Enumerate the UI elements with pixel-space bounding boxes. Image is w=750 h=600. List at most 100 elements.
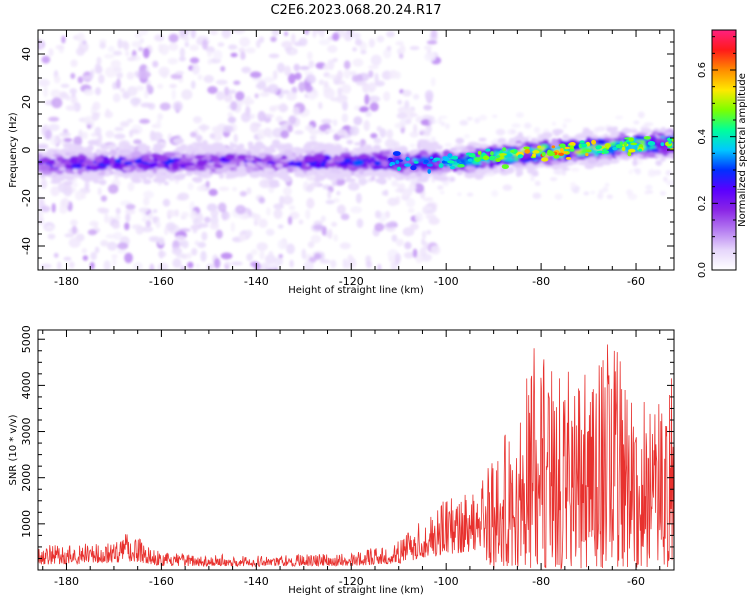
noise-blob [141, 216, 148, 223]
noise-blob [179, 47, 186, 58]
y-tick-label: 0 [20, 147, 33, 154]
noise-blob [440, 121, 446, 127]
noise-blob [421, 230, 427, 240]
noise-blob [224, 86, 230, 96]
noise-blob [181, 211, 189, 218]
band-cell [122, 167, 131, 171]
noise-blob [200, 250, 207, 262]
noise-blob [65, 105, 77, 111]
band-cell [154, 150, 165, 154]
noise-blob [48, 116, 60, 122]
figure-title: C2E6.2023.068.20.24.R17 [270, 3, 441, 18]
noise-blob [43, 86, 49, 98]
noise-blob [68, 261, 75, 269]
band-cell [363, 171, 371, 176]
noise-blob [336, 191, 341, 196]
noise-blob [288, 205, 296, 211]
band-peak [502, 147, 507, 152]
noise-blob [98, 74, 105, 84]
band-cell [455, 137, 465, 144]
noise-blob [174, 235, 187, 240]
noise-blob [215, 229, 223, 239]
noise-blob [333, 234, 338, 242]
band-peak [581, 143, 588, 148]
noise-blob [368, 70, 374, 78]
band-peak [423, 159, 429, 164]
noise-blob [164, 227, 169, 236]
noise-blob [152, 216, 158, 224]
noise-blob [385, 222, 395, 228]
band-peak [449, 165, 456, 170]
band-cell [511, 162, 523, 168]
noise-blob [398, 52, 404, 59]
x-tick-label: -80 [532, 275, 550, 288]
noise-blob [299, 66, 310, 71]
band-cell [229, 171, 240, 178]
noise-blob [412, 248, 418, 258]
x-tick-label: -100 [434, 575, 459, 588]
noise-blob [265, 228, 275, 236]
noise-blob [402, 89, 412, 97]
noise-blob [308, 60, 315, 69]
noise-blob [431, 136, 436, 143]
noise-blob [663, 176, 668, 182]
band-cell [569, 161, 578, 165]
noise-blob [78, 41, 89, 53]
band-cell [49, 159, 56, 165]
noise-blob [374, 210, 382, 219]
noise-blob [230, 100, 238, 111]
noise-blob [320, 215, 326, 222]
noise-blob [227, 116, 237, 124]
noise-blob [41, 55, 51, 64]
band-cell [593, 161, 605, 168]
band-cell [203, 156, 213, 161]
noise-blob [318, 102, 323, 110]
noise-blob [55, 44, 65, 50]
band-cell [372, 144, 382, 152]
band-cell [465, 160, 473, 166]
band-peak [429, 156, 434, 159]
noise-blob [124, 50, 130, 57]
band-cell [431, 153, 442, 159]
noise-blob [369, 102, 379, 112]
band-peak [532, 153, 536, 158]
noise-blob [336, 70, 343, 81]
band-cell [210, 155, 220, 163]
noise-blob [258, 36, 265, 43]
noise-blob [492, 114, 498, 118]
band-cell [258, 144, 267, 149]
noise-blob [190, 210, 198, 220]
noise-blob [70, 72, 76, 80]
colorbar-tick-label: 0.0 [697, 262, 708, 278]
noise-blob [410, 113, 418, 117]
noise-blob [91, 112, 100, 121]
noise-blob [159, 249, 164, 260]
noise-blob [340, 213, 350, 221]
noise-blob [94, 87, 102, 96]
band-cell [354, 151, 361, 156]
noise-blob [82, 40, 87, 45]
noise-blob [143, 197, 150, 206]
band-cell [492, 144, 498, 149]
noise-blob [583, 191, 590, 196]
noise-blob [395, 238, 404, 247]
noise-blob [118, 143, 124, 151]
band-cell [275, 162, 283, 169]
snr-y-ticks: 1000 2000 3000 4000 5000 [20, 325, 674, 559]
noise-blob [197, 222, 209, 228]
noise-blob [374, 72, 379, 84]
noise-blob [113, 50, 122, 56]
noise-blob [114, 214, 121, 221]
noise-blob [327, 45, 338, 53]
noise-blob [463, 134, 470, 139]
noise-blob [183, 34, 190, 43]
noise-blob [386, 45, 392, 51]
noise-blob [313, 252, 322, 260]
noise-blob [337, 30, 345, 38]
noise-blob [239, 233, 247, 242]
noise-blob [178, 56, 186, 62]
noise-blob [420, 253, 432, 262]
band-peak [541, 157, 549, 162]
noise-blob [71, 225, 78, 235]
noise-blob [330, 259, 337, 269]
